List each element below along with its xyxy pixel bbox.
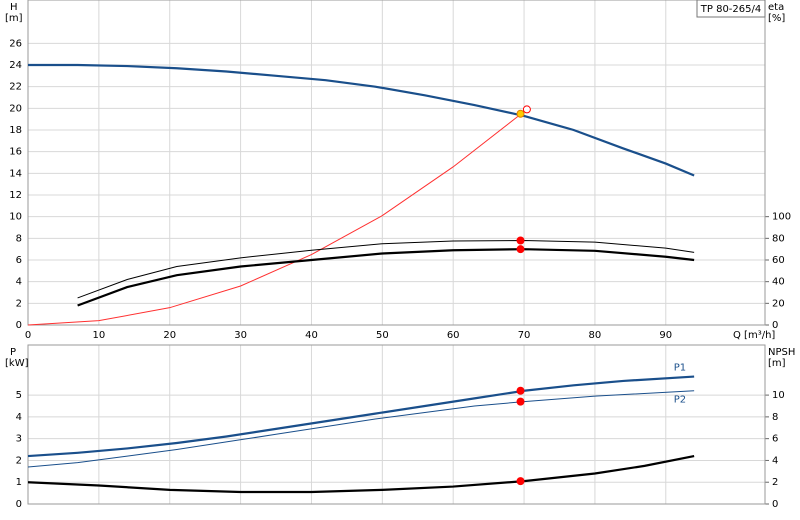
y-tick-label: 6 xyxy=(16,255,22,266)
series-line xyxy=(27,455,695,494)
y2-tick-label: 80 xyxy=(772,233,785,244)
series-line xyxy=(28,63,695,177)
plot-frame xyxy=(27,344,766,505)
y-tick-label: 12 xyxy=(9,190,22,201)
y-tick-label: 22 xyxy=(9,82,22,93)
x-tick-label: 90 xyxy=(659,330,672,341)
x-tick-label: 40 xyxy=(305,330,318,341)
y-axis-unit: [m] xyxy=(5,13,23,24)
operating-point xyxy=(516,236,525,245)
y2-tick-label: 0 xyxy=(772,499,778,510)
series-line xyxy=(27,375,695,458)
y-tick-label: 2 xyxy=(16,455,22,466)
y-tick-label: 24 xyxy=(9,60,22,71)
plot-frame xyxy=(27,0,766,326)
y-tick-label: 4 xyxy=(16,277,22,288)
x-tick-label: 0 xyxy=(25,330,31,341)
y-axis-label: H xyxy=(10,2,18,13)
y-tick-label: 5 xyxy=(16,390,22,401)
y-tick-label: 14 xyxy=(9,168,22,179)
y-tick-label: 3 xyxy=(16,434,22,445)
y2-tick-label: 100 xyxy=(772,212,791,223)
y-tick-label: 0 xyxy=(16,320,22,331)
series-line xyxy=(27,390,695,468)
operating-point xyxy=(522,105,531,114)
x-tick-label: 60 xyxy=(447,330,460,341)
y-tick-label: 4 xyxy=(16,412,22,423)
y-tick-label: 2 xyxy=(16,298,22,309)
y2-tick-label: 6 xyxy=(772,434,778,445)
y2-axis-unit: [m] xyxy=(768,358,786,369)
series-label: P1 xyxy=(674,363,686,374)
y2-tick-label: 40 xyxy=(772,277,785,288)
y2-tick-label: 0 xyxy=(772,320,778,331)
y-tick-label: 18 xyxy=(9,125,22,136)
x-tick-label: 80 xyxy=(589,330,602,341)
y-tick-label: 26 xyxy=(9,38,22,49)
title-box xyxy=(696,0,766,18)
x-tick-label: 30 xyxy=(234,330,247,341)
series-label: P2 xyxy=(674,395,686,406)
x-tick-label: 10 xyxy=(92,330,105,341)
y2-tick-label: 8 xyxy=(772,412,778,423)
x-axis-label: Q [m³/h] xyxy=(733,330,775,341)
operating-point xyxy=(516,109,525,118)
series-line xyxy=(77,248,695,307)
x-tick-label: 20 xyxy=(163,330,176,341)
y2-axis-label: NPSH xyxy=(768,347,795,358)
chart-title: TP 80-265/4 xyxy=(700,4,761,15)
y2-axis-unit: [%] xyxy=(768,13,785,24)
y-tick-label: 1 xyxy=(16,477,22,488)
y-tick-label: 10 xyxy=(9,212,22,223)
x-tick-label: 70 xyxy=(518,330,531,341)
y2-tick-label: 2 xyxy=(772,477,778,488)
y-tick-label: 0 xyxy=(16,499,22,510)
operating-point xyxy=(516,477,525,486)
x-tick-label: 50 xyxy=(376,330,389,341)
operating-point xyxy=(516,386,525,395)
y2-tick-label: 4 xyxy=(772,455,778,466)
operating-point xyxy=(516,397,525,406)
series-line xyxy=(27,109,528,326)
y-tick-label: 16 xyxy=(9,147,22,158)
y2-tick-label: 60 xyxy=(772,255,785,266)
y-tick-label: 20 xyxy=(9,103,22,114)
y-axis-label: P xyxy=(10,347,16,358)
y2-tick-label: 10 xyxy=(772,390,785,401)
y-axis-unit: [kW] xyxy=(5,358,29,369)
y2-axis-label: eta xyxy=(768,2,784,13)
series-line xyxy=(77,239,695,299)
operating-point xyxy=(516,245,525,254)
y-tick-label: 8 xyxy=(16,233,22,244)
y2-tick-label: 20 xyxy=(772,298,785,309)
